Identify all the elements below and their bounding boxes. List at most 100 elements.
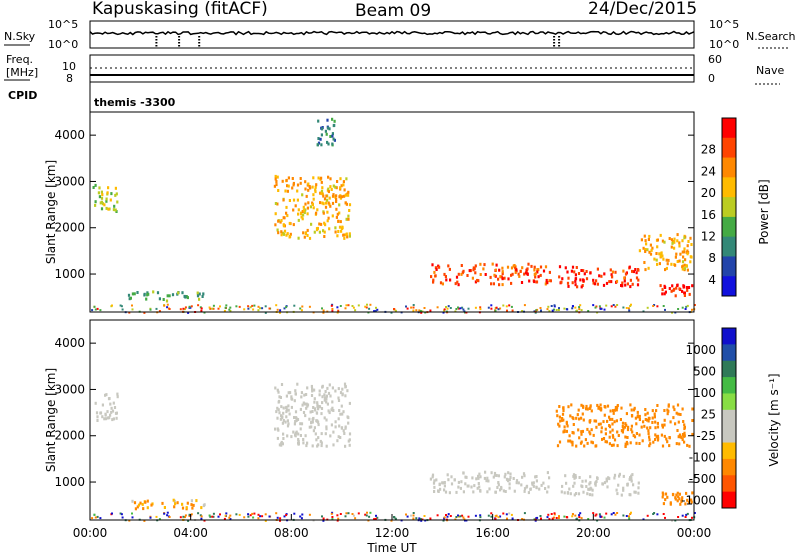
heatmap-cell — [394, 517, 397, 520]
heatmap-cell — [300, 215, 303, 219]
heatmap-cell — [502, 489, 505, 493]
heatmap-cell — [620, 406, 623, 410]
heatmap-cell — [495, 306, 498, 309]
heatmap-cell — [615, 488, 618, 492]
heatmap-cell — [474, 271, 477, 275]
heatmap-cell — [456, 280, 459, 284]
heatmap-cell — [336, 234, 339, 238]
heatmap-cell — [149, 516, 152, 519]
heatmap-cell — [563, 491, 566, 495]
heatmap-cell — [557, 517, 560, 519]
heatmap-cell — [490, 515, 493, 518]
heatmap-cell — [225, 304, 228, 307]
heatmap-cell — [212, 515, 215, 518]
heatmap-cell — [278, 443, 281, 447]
heatmap-cell — [656, 305, 659, 308]
heatmap-cell — [574, 283, 577, 287]
heatmap-cell — [423, 307, 426, 309]
heatmap-cell — [631, 269, 634, 273]
heatmap-cell — [229, 310, 232, 312]
heatmap-cell — [334, 226, 337, 230]
heatmap-cell — [302, 213, 305, 217]
station-title: Kapuskasing (fitACF) — [92, 0, 268, 19]
heatmap-cell — [652, 513, 655, 515]
heatmap-cell — [614, 305, 617, 308]
heatmap-cell — [629, 403, 632, 407]
heatmap-cell — [557, 422, 560, 426]
heatmap-cell — [186, 296, 189, 300]
heatmap-cell — [295, 430, 298, 434]
heatmap-cell — [571, 416, 574, 420]
heatmap-cell — [487, 306, 490, 309]
heatmap-cell — [149, 308, 152, 311]
heatmap-cell — [101, 193, 104, 197]
heatmap-cell — [285, 405, 288, 409]
heatmap-cell — [446, 307, 449, 310]
heatmap-cell — [681, 438, 684, 442]
heatmap-cell — [678, 241, 681, 245]
heatmap-cell — [502, 512, 505, 515]
heatmap-cell — [673, 408, 676, 412]
nsearch-point — [553, 36, 556, 38]
heatmap-cell — [275, 410, 278, 414]
heatmap-cell — [460, 480, 463, 484]
heatmap-cell — [540, 517, 542, 520]
heatmap-cell — [289, 232, 292, 236]
heatmap-cell — [684, 502, 687, 506]
heatmap-cell — [317, 420, 320, 424]
heatmap-cell — [323, 197, 327, 201]
heatmap-cell — [494, 517, 497, 520]
heatmap-cell — [325, 400, 328, 404]
heatmap-cell — [666, 412, 669, 416]
heatmap-cell — [317, 176, 320, 180]
heatmap-cell — [341, 225, 344, 229]
nsearch-point — [155, 42, 158, 44]
heatmap-cell — [313, 388, 316, 392]
heatmap-cell — [168, 516, 171, 518]
heatmap-cell — [551, 309, 554, 312]
heatmap-cell — [499, 307, 502, 310]
heatmap-cell — [280, 383, 284, 386]
heatmap-cell — [535, 486, 538, 490]
heatmap-cell — [190, 499, 193, 503]
heatmap-cell — [553, 516, 555, 519]
heatmap-cell — [553, 513, 556, 516]
heatmap-cell — [686, 249, 689, 253]
heatmap-cell — [651, 416, 654, 420]
heatmap-cell — [674, 497, 677, 501]
heatmap-cell — [483, 263, 486, 267]
heatmap-cell — [317, 407, 320, 411]
heatmap-cell — [111, 409, 115, 413]
heatmap-cell — [327, 391, 331, 395]
heatmap-cell — [285, 408, 288, 412]
heatmap-cell — [572, 484, 575, 488]
heatmap-cell — [433, 485, 436, 489]
heatmap-cell — [420, 519, 423, 522]
heatmap-cell — [600, 430, 603, 434]
heatmap-cell — [311, 389, 314, 393]
heatmap-cell — [635, 422, 638, 426]
heatmap-cell — [666, 495, 669, 499]
heatmap-cell — [612, 435, 615, 439]
heatmap-cell — [614, 270, 617, 274]
heatmap-cell — [582, 418, 585, 422]
heatmap-cell — [116, 392, 119, 396]
heatmap-cell — [311, 387, 314, 391]
heatmap-cell — [435, 268, 438, 271]
heatmap-cell — [436, 306, 439, 309]
heatmap-cell — [373, 518, 376, 521]
heatmap-cell — [212, 304, 215, 307]
colorbar-swatch — [722, 475, 736, 493]
heatmap-cell — [647, 419, 650, 423]
heatmap-cell — [139, 501, 142, 505]
heatmap-cell — [323, 398, 326, 402]
heatmap-cell — [310, 222, 313, 226]
heatmap-cell — [133, 501, 137, 505]
heatmap-cell — [96, 415, 99, 419]
heatmap-cell — [146, 293, 149, 297]
heatmap-cell — [550, 513, 553, 515]
heatmap-cell — [331, 308, 334, 310]
heatmap-cell — [314, 190, 317, 194]
heatmap-cell — [644, 239, 647, 243]
